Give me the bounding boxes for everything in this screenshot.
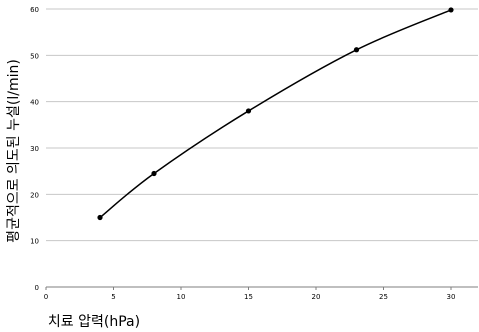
data-points [97, 7, 454, 221]
y-tick-label: 40 [30, 99, 39, 107]
x-tick-label: 20 [312, 293, 321, 301]
y-tick-label: 60 [30, 6, 39, 14]
x-axis-label: 치료 압력(hPa) [48, 314, 140, 330]
y-axis-ticks: 0 10 20 30 40 50 60 [30, 6, 39, 292]
series-line-1 [99, 9, 452, 219]
data-point-5 [448, 7, 454, 13]
gridlines [46, 8, 478, 242]
y-tick-label: 30 [30, 145, 39, 153]
data-point-4 [353, 47, 360, 53]
data-point-2 [151, 170, 157, 177]
y-tick-label: 0 [35, 284, 39, 292]
series-layer [99, 9, 452, 219]
y-tick-label: 20 [30, 191, 39, 199]
x-tick-label: 15 [244, 293, 253, 301]
data-point-3 [245, 108, 252, 114]
y-tick-label: 10 [30, 238, 39, 246]
y-tick-label: 50 [30, 52, 39, 60]
y-axis-label: 평균적으로 의도된 누설(l/min) [6, 59, 22, 243]
data-point-1 [97, 214, 103, 221]
x-axis-ticks: 0 5 10 15 20 25 30 [44, 287, 456, 301]
x-tick-label: 5 [111, 293, 115, 301]
x-tick-label: 0 [44, 293, 48, 301]
x-tick-label: 10 [177, 293, 186, 301]
x-tick-label: 25 [379, 293, 388, 301]
x-tick-label: 30 [447, 293, 456, 301]
